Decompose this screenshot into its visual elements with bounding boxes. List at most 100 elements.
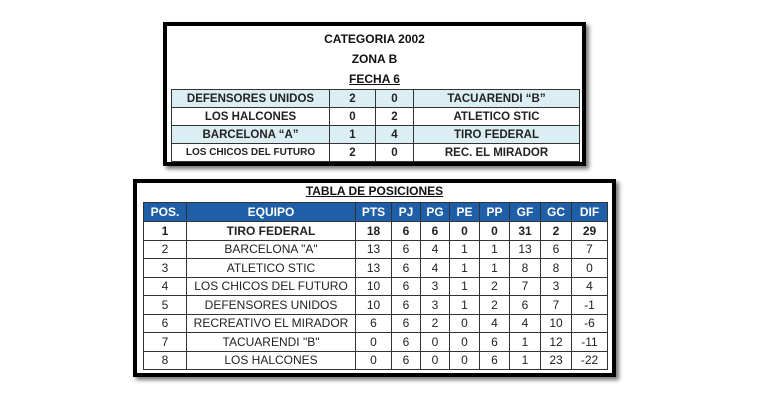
- zone-title: ZONA B: [351, 52, 398, 66]
- cell-pe: 1: [449, 239, 480, 259]
- cell-dif: 0: [571, 258, 608, 278]
- category-title: CATEGORIA 2002: [324, 32, 425, 46]
- cell-pp: 1: [479, 258, 510, 278]
- away-team: TACUARENDI “B”: [413, 89, 580, 108]
- cell-pp: 2: [479, 276, 510, 296]
- column-header-pe: PE: [449, 202, 480, 222]
- away-team: ATLETICO STIC: [413, 107, 580, 126]
- cell-pp: 1: [479, 239, 510, 259]
- cell-pts: 10: [355, 295, 392, 315]
- table-row: 6 RECREATIVO EL MIRADOR 6 6 2 0 4 4 10 -6: [143, 313, 608, 333]
- cell-gf: 1: [509, 332, 541, 352]
- table-row: 8 LOS HALCONES 0 6 0 0 6 1 23 -22: [143, 350, 608, 370]
- cell-gf: 7: [509, 276, 541, 296]
- away-goals: 0: [375, 89, 414, 108]
- home-goals: 1: [329, 125, 376, 144]
- away-goals: 4: [375, 125, 414, 144]
- results-panel: CATEGORIA 2002 ZONA B FECHA 6 DEFENSORES…: [163, 22, 586, 166]
- match-row: LOS HALCONES 0 2 ATLETICO STIC: [171, 107, 580, 126]
- table-row: 1 TIRO FEDERAL 18 6 6 0 0 31 2 29: [143, 221, 608, 241]
- cell-pe: 1: [449, 276, 480, 296]
- cell-gc: 7: [540, 295, 572, 315]
- cell-pe: 1: [449, 295, 480, 315]
- cell-equipo: LOS HALCONES: [186, 350, 356, 370]
- cell-gc: 3: [540, 276, 572, 296]
- cell-pts: 10: [355, 276, 392, 296]
- cell-pg: 0: [420, 332, 450, 352]
- cell-pos: 3: [143, 258, 187, 278]
- home-team: LOS HALCONES: [171, 107, 330, 126]
- cell-pp: 0: [479, 221, 510, 241]
- away-team: REC. EL MIRADOR: [413, 143, 580, 162]
- home-goals: 2: [329, 143, 376, 162]
- cell-gf: 1: [509, 350, 541, 370]
- home-team: BARCELONA “A”: [171, 125, 330, 144]
- cell-gf: 8: [509, 258, 541, 278]
- cell-equipo: LOS CHICOS DEL FUTURO: [186, 276, 356, 296]
- table-row: 2 BARCELONA "A" 13 6 4 1 1 13 6 7: [143, 239, 608, 259]
- match-row: BARCELONA “A” 1 4 TIRO FEDERAL: [171, 125, 580, 144]
- cell-gc: 12: [540, 332, 572, 352]
- standings-title: TABLA DE POSICIONES: [305, 184, 444, 198]
- cell-gf: 6: [509, 295, 541, 315]
- cell-dif: -1: [571, 295, 608, 315]
- column-header-gf: GF: [509, 202, 541, 222]
- standings-header-row: POS. EQUIPO PTS PJ PG PE PP GF GC DIF: [143, 202, 608, 222]
- cell-pos: 2: [143, 239, 187, 259]
- cell-pts: 6: [355, 313, 392, 333]
- cell-pj: 6: [391, 332, 421, 352]
- cell-equipo: BARCELONA "A": [186, 239, 356, 259]
- column-header-gc: GC: [540, 202, 572, 222]
- column-header-pos: POS.: [143, 202, 187, 222]
- cell-equipo: DEFENSORES UNIDOS: [186, 295, 356, 315]
- home-goals: 2: [329, 89, 376, 108]
- home-goals: 0: [329, 107, 376, 126]
- cell-pos: 7: [143, 332, 187, 352]
- cell-gc: 6: [540, 239, 572, 259]
- cell-pg: 4: [420, 239, 450, 259]
- column-header-pts: PTS: [355, 202, 392, 222]
- column-header-pj: PJ: [391, 202, 421, 222]
- match-row: DEFENSORES UNIDOS 2 0 TACUARENDI “B”: [171, 89, 580, 108]
- cell-pp: 4: [479, 313, 510, 333]
- cell-gc: 10: [540, 313, 572, 333]
- cell-dif: 4: [571, 276, 608, 296]
- cell-pg: 2: [420, 313, 450, 333]
- away-goals: 0: [375, 143, 414, 162]
- cell-pe: 0: [449, 221, 480, 241]
- cell-pe: 0: [449, 332, 480, 352]
- cell-dif: -22: [571, 350, 608, 370]
- cell-pts: 13: [355, 239, 392, 259]
- cell-pe: 1: [449, 258, 480, 278]
- standings-table: POS. EQUIPO PTS PJ PG PE PP GF GC DIF 1 TIRO FEDER…: [143, 202, 608, 370]
- round-title: FECHA 6: [349, 72, 400, 86]
- cell-pts: 0: [355, 350, 392, 370]
- home-team: LOS CHICOS DEL FUTURO: [171, 143, 330, 162]
- cell-gf: 31: [509, 221, 541, 241]
- cell-equipo: RECREATIVO EL MIRADOR: [186, 313, 356, 333]
- cell-equipo: TACUARENDI "B": [186, 332, 356, 352]
- cell-pj: 6: [391, 350, 421, 370]
- cell-pj: 6: [391, 221, 421, 241]
- cell-pg: 6: [420, 221, 450, 241]
- cell-pos: 1: [143, 221, 187, 241]
- cell-pj: 6: [391, 276, 421, 296]
- column-header-equipo: EQUIPO: [186, 202, 356, 222]
- standings-panel: TABLA DE POSICIONES POS. EQUIPO PTS PJ PG PE P…: [133, 179, 616, 377]
- cell-gf: 4: [509, 313, 541, 333]
- cell-pp: 6: [479, 350, 510, 370]
- cell-pos: 8: [143, 350, 187, 370]
- cell-pj: 6: [391, 239, 421, 259]
- cell-pts: 18: [355, 221, 392, 241]
- table-row: 3 ATLETICO STIC 13 6 4 1 1 8 8 0: [143, 258, 608, 278]
- cell-gc: 23: [540, 350, 572, 370]
- column-header-pg: PG: [420, 202, 450, 222]
- cell-pj: 6: [391, 258, 421, 278]
- cell-dif: 29: [571, 221, 608, 241]
- cell-equipo: TIRO FEDERAL: [186, 221, 356, 241]
- cell-dif: -6: [571, 313, 608, 333]
- cell-pg: 3: [420, 295, 450, 315]
- column-header-pp: PP: [479, 202, 510, 222]
- cell-gc: 2: [540, 221, 572, 241]
- matches-table: DEFENSORES UNIDOS 2 0 TACUARENDI “B” LOS HAL…: [171, 89, 580, 162]
